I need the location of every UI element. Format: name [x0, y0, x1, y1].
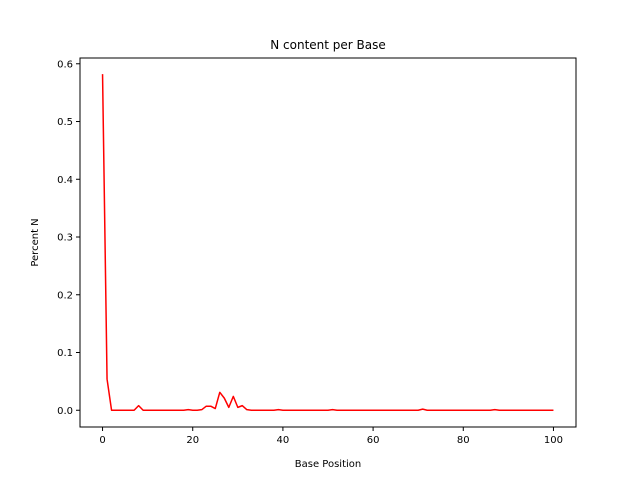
y-tick-label: 0.3 [57, 233, 73, 244]
chart-title: N content per Base [270, 38, 386, 52]
y-tick-label: 0.6 [57, 59, 73, 70]
y-tick-label: 0.0 [57, 406, 73, 417]
y-axis-title: Percent N [30, 218, 41, 266]
x-tick-label: 80 [457, 435, 470, 446]
y-tick-label: 0.1 [57, 348, 73, 359]
x-tick-label: 40 [277, 435, 290, 446]
ticks-layer: 0 20 40 60 80 100 0.0 0.1 0.2 0.3 0.4 0.5 0.6 [57, 59, 563, 446]
x-tick-label: 20 [186, 435, 199, 446]
plot-frame [79, 57, 577, 428]
x-tick-label: 0 [99, 435, 105, 446]
x-axis-title: Base Position [295, 459, 361, 470]
y-tick-label: 0.2 [57, 290, 73, 301]
x-tick-label: 60 [367, 435, 380, 446]
x-tick-label: 100 [544, 435, 563, 446]
y-tick-label: 0.4 [57, 175, 73, 186]
y-tick-label: 0.5 [57, 117, 73, 128]
series-line [101, 74, 554, 411]
series-layer [101, 74, 554, 411]
